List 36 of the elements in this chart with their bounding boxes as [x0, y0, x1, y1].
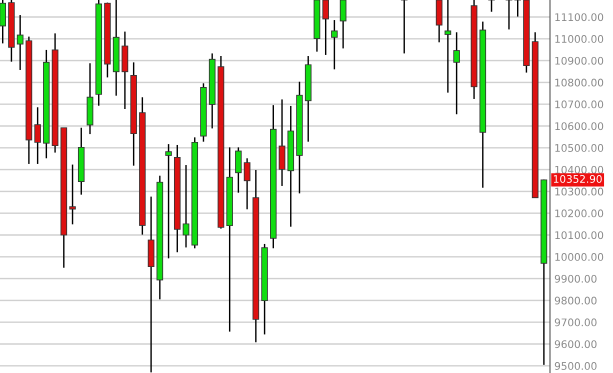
y-tick-label: 10800.00 — [555, 78, 604, 87]
y-tick-label: 10900.00 — [555, 56, 604, 65]
y-tick-label: 9500.00 — [554, 362, 597, 370]
candlestick — [0, 0, 6, 44]
y-tick-label: 9800.00 — [554, 296, 597, 305]
candlestick — [453, 32, 460, 115]
candlestick — [322, 0, 329, 56]
text: 10352.90 — [554, 175, 602, 183]
candlestick — [278, 98, 286, 187]
candlestick — [340, 0, 346, 50]
candlestick — [506, 0, 512, 30]
y-tick-label: 10000.00 — [555, 253, 604, 261]
y-tick-label: 10700.00 — [555, 100, 604, 108]
y-tick-label: 9900.00 — [554, 274, 597, 283]
y-tick-label: 10400.00 — [555, 166, 604, 174]
candlestick — [488, 0, 495, 12]
y-tick-label: 9700.00 — [554, 318, 597, 326]
y-tick-label: 11100.00 — [555, 13, 604, 22]
y-tick-label: 9600.00 — [554, 340, 597, 348]
y-tick-label: 10600.00 — [555, 122, 604, 130]
candlestick — [331, 19, 338, 70]
y-tick-label: 11000.00 — [555, 35, 604, 43]
candlestick — [514, 0, 522, 18]
candlestick — [235, 146, 242, 194]
y-tick-label: 10500.00 — [555, 144, 604, 152]
candlestick — [182, 164, 190, 248]
candlestick — [244, 158, 250, 210]
y-tick-label: 10300.00 — [555, 188, 604, 196]
candlestick — [34, 106, 41, 165]
candlestick — [400, 0, 408, 54]
candlestick — [444, 0, 452, 94]
y-tick-label: 10200.00 — [555, 209, 604, 218]
candlestick — [165, 143, 172, 260]
candlestick — [69, 164, 76, 226]
y-tick-label: 10100.00 — [555, 231, 604, 240]
candlestick — [16, 14, 24, 71]
